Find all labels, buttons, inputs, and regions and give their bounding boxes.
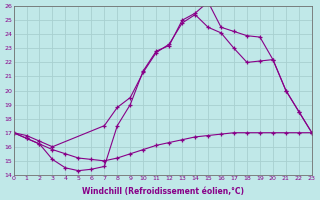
X-axis label: Windchill (Refroidissement éolien,°C): Windchill (Refroidissement éolien,°C) bbox=[82, 187, 244, 196]
